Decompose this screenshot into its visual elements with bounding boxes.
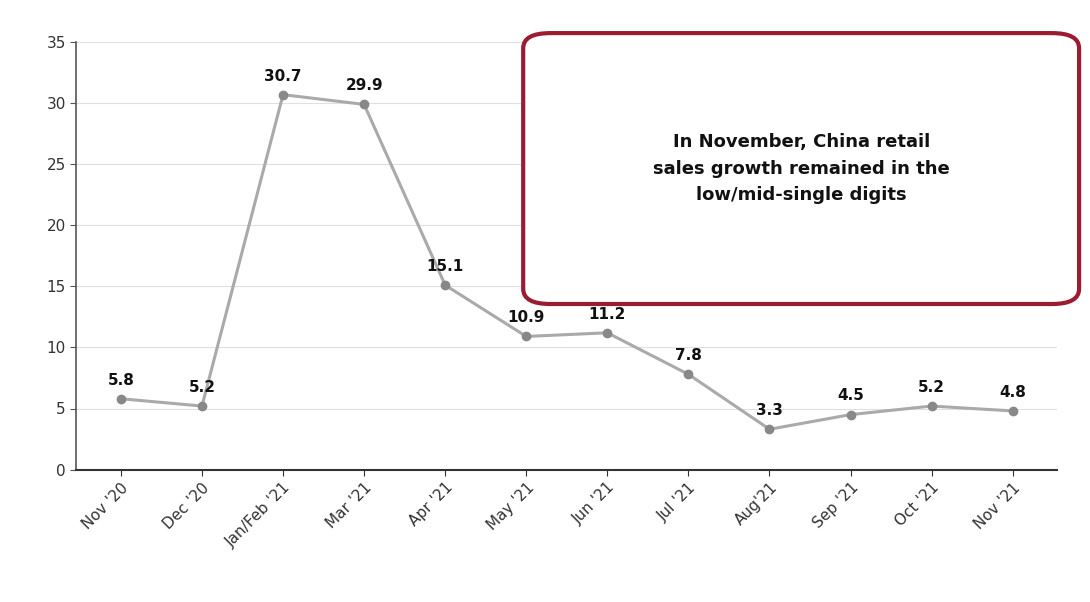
Text: 4.8: 4.8 [1000, 385, 1026, 400]
Text: 10.9: 10.9 [508, 311, 545, 325]
Text: In November, China retail
sales growth remained in the
low/mid-single digits: In November, China retail sales growth r… [653, 133, 949, 204]
Text: 5.2: 5.2 [918, 380, 945, 395]
Text: 3.3: 3.3 [756, 403, 783, 418]
Text: 5.8: 5.8 [108, 373, 134, 388]
Text: 5.2: 5.2 [189, 380, 216, 395]
Text: 15.1: 15.1 [426, 259, 464, 274]
Text: 7.8: 7.8 [675, 348, 702, 363]
Text: 11.2: 11.2 [589, 306, 626, 321]
Text: 29.9: 29.9 [346, 78, 383, 93]
Text: 4.5: 4.5 [837, 388, 864, 403]
Text: 30.7: 30.7 [264, 69, 302, 84]
